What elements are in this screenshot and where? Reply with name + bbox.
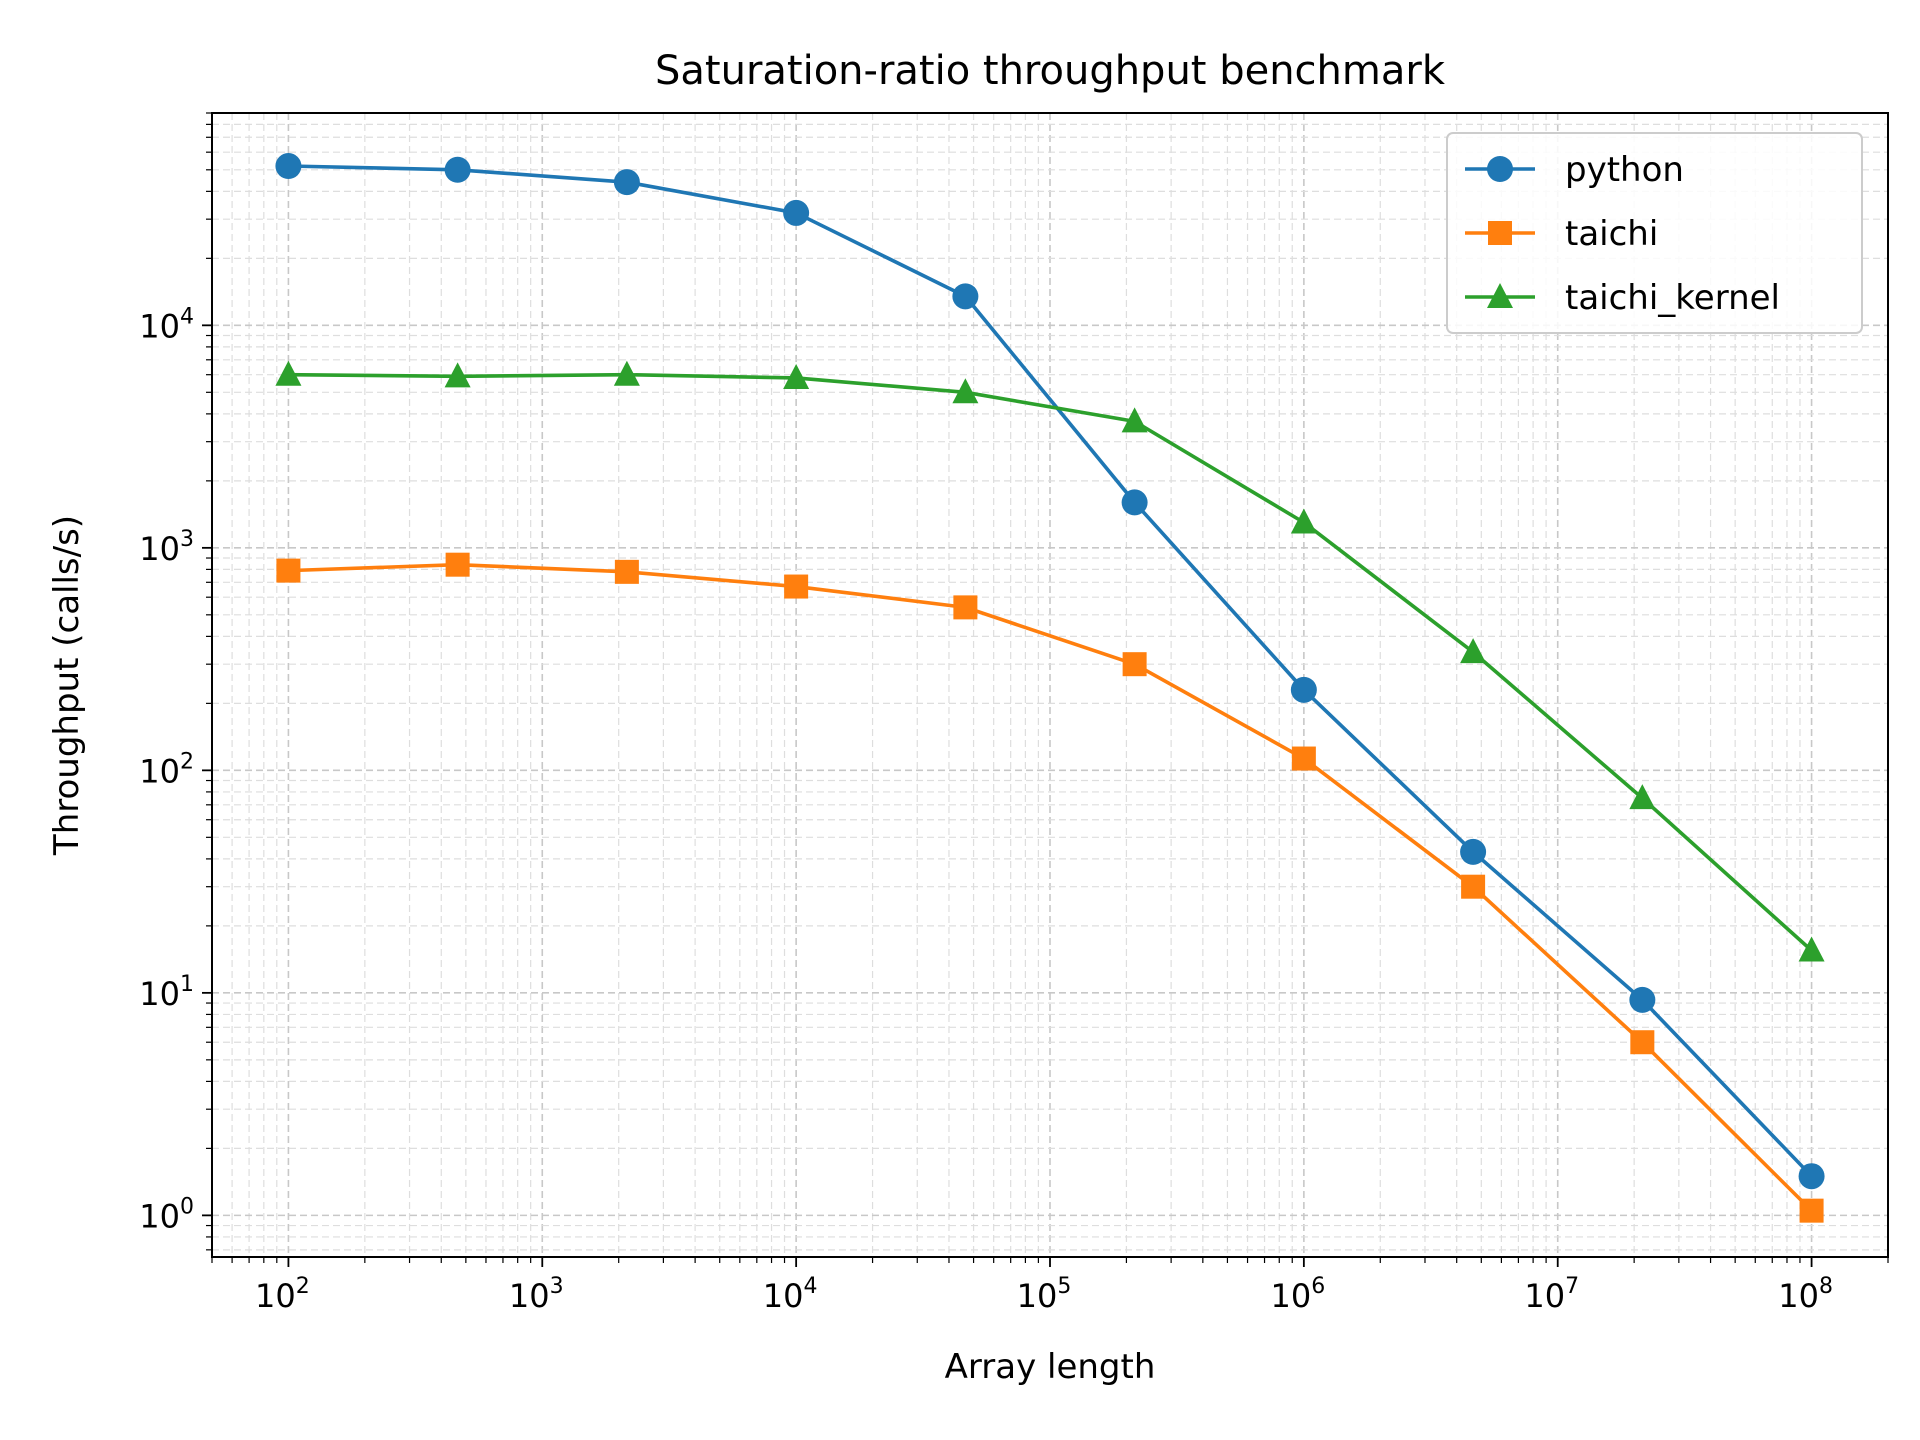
data-point-taichi [276, 558, 301, 583]
data-point-taichi [953, 595, 978, 620]
series-python [275, 153, 1825, 1190]
legend-box [1446, 132, 1863, 334]
data-point-python [783, 199, 810, 226]
data-point-python [275, 153, 302, 180]
data-point-taichi_kernel [613, 360, 640, 386]
legend-label: python [1565, 150, 1684, 190]
x-tick-label: 108 [1778, 1274, 1833, 1315]
data-point-taichi [784, 574, 809, 599]
x-tick-label: 107 [1524, 1274, 1579, 1315]
y-tick-label: 104 [139, 304, 194, 345]
data-point-python [1121, 489, 1148, 516]
data-point-taichi_kernel [783, 363, 810, 389]
legend-marker [1487, 156, 1513, 182]
data-point-python [613, 169, 640, 196]
legend-label: taichi_kernel [1565, 278, 1780, 318]
y-tick-label: 100 [139, 1194, 194, 1235]
data-point-taichi [1461, 874, 1486, 899]
data-point-taichi_kernel [1629, 784, 1656, 810]
data-point-taichi [1122, 652, 1147, 677]
data-point-taichi [1799, 1198, 1824, 1223]
data-point-python [444, 156, 471, 183]
x-tick-label: 105 [1017, 1274, 1072, 1315]
series-taichi_kernel [275, 360, 1825, 962]
data-point-taichi [1291, 746, 1316, 771]
data-point-taichi_kernel [444, 362, 471, 388]
legend: python taichi taichi_kernel [1446, 132, 1863, 334]
series-line-python [288, 164, 1813, 1178]
series-line-taichi_kernel [288, 372, 1813, 952]
legend-label: taichi [1565, 214, 1658, 254]
x-axis-label: Array length [945, 1347, 1156, 1387]
x-tick-label: 106 [1271, 1274, 1326, 1315]
data-point-taichi [445, 552, 470, 577]
data-point-taichi_kernel [952, 378, 979, 404]
x-tick-label: 104 [763, 1274, 818, 1315]
data-point-taichi [614, 559, 639, 584]
data-point-python [952, 283, 979, 310]
series-line-taichi [288, 562, 1813, 1212]
data-point-taichi_kernel [1460, 638, 1487, 664]
data-point-python [1290, 676, 1317, 703]
chart-title: Saturation-ratio throughput benchmark [655, 48, 1446, 94]
y-tick-label: 101 [139, 972, 194, 1013]
legend-marker [1488, 221, 1512, 245]
y-axis-label: Throughput (calls/s) [47, 515, 87, 856]
data-point-python [1798, 1163, 1825, 1190]
series-taichi [276, 552, 1824, 1223]
plot-frame [211, 112, 1889, 1258]
y-tick-label: 102 [139, 749, 194, 790]
y-tick-label: 103 [139, 527, 194, 568]
data-point-taichi_kernel [275, 360, 302, 386]
legend-item-taichi_kernel: taichi_kernel [1465, 278, 1780, 318]
x-tick-label: 103 [509, 1274, 564, 1315]
data-point-python [1629, 986, 1656, 1013]
data-point-taichi [1630, 1030, 1655, 1055]
data-point-taichi_kernel [1290, 508, 1317, 534]
legend-marker [1487, 283, 1513, 308]
legend-item-python: python [1465, 150, 1684, 190]
data-point-taichi_kernel [1121, 407, 1148, 433]
series [275, 153, 1825, 1223]
legend-item-taichi: taichi [1465, 214, 1658, 254]
x-tick-label: 102 [255, 1274, 310, 1315]
data-point-python [1460, 838, 1487, 865]
data-point-taichi_kernel [1798, 936, 1825, 962]
